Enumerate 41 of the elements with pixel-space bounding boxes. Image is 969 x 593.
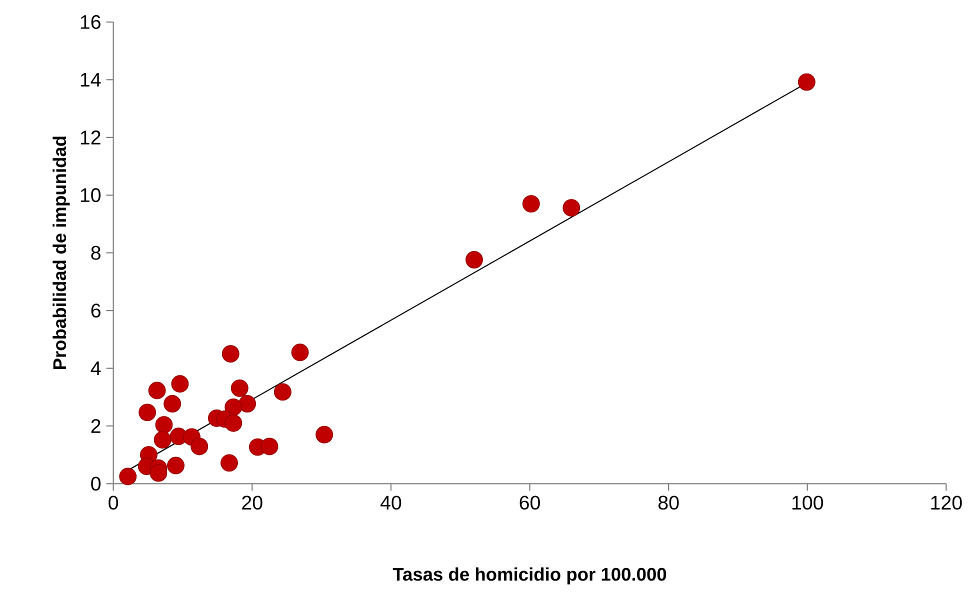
point <box>190 438 208 456</box>
point <box>316 426 334 444</box>
y-tick-label: 2 <box>91 419 100 434</box>
point <box>119 468 137 486</box>
point <box>466 251 483 269</box>
x-tick-label: 100 <box>792 496 824 510</box>
point <box>138 404 156 422</box>
point <box>798 74 816 91</box>
x-tick-label: 0 <box>108 496 118 510</box>
point <box>224 414 242 432</box>
x-tick-label: 20 <box>242 496 262 510</box>
point <box>274 383 292 401</box>
point <box>167 456 185 474</box>
point <box>562 199 580 217</box>
point <box>155 416 173 434</box>
x-axis-title: Tasas de homicidio por 100.000 <box>392 568 666 585</box>
y-tick-label: 14 <box>80 73 101 87</box>
y-tick-label: 10 <box>80 188 101 202</box>
y-tick-label: 8 <box>91 246 100 260</box>
point <box>222 345 240 363</box>
x-tick-label: 80 <box>658 496 679 510</box>
point <box>171 375 189 393</box>
x-tick-label: 40 <box>380 496 402 510</box>
y-tick-label: 12 <box>80 130 100 145</box>
point <box>154 431 172 449</box>
y-tick-label: 0 <box>91 476 101 491</box>
point <box>260 438 278 456</box>
x-tick-label: 60 <box>520 496 540 510</box>
point <box>522 195 540 213</box>
point <box>164 395 182 413</box>
point <box>148 382 166 400</box>
y-tick-label: 16 <box>80 15 100 30</box>
x-tick-label: 120 <box>931 496 962 510</box>
y-tick-label: 6 <box>91 304 100 318</box>
point <box>238 395 256 413</box>
point <box>230 380 248 398</box>
point <box>150 464 168 482</box>
y-axis-title: Probabilidad de impunidad <box>52 136 70 370</box>
point <box>220 454 238 472</box>
y-tick-label: 4 <box>90 362 101 376</box>
point <box>291 344 309 362</box>
